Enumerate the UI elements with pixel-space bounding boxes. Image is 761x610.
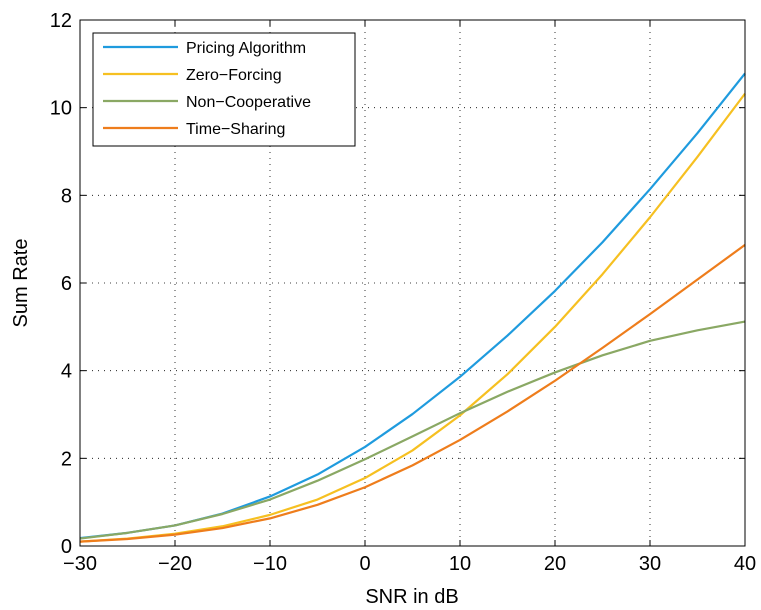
- x-tick-label: −20: [158, 553, 192, 575]
- series-line-zero-forcing: [79, 92, 746, 543]
- y-tick-label: 12: [50, 10, 72, 32]
- legend-label-time-sharing: Time−Sharing: [186, 121, 285, 138]
- series-line-time-sharing: [79, 243, 746, 543]
- y-tick-label: 6: [61, 273, 72, 295]
- legend-label-pricing-algorithm: Pricing Algorithm: [186, 40, 306, 57]
- x-tick-label: −30: [63, 553, 97, 575]
- x-tick-label: 40: [734, 553, 756, 575]
- x-tick-label: 10: [449, 553, 471, 575]
- tick-labels: −30 −20 −10 0 10 20 30 40 0 2 4 6 8 10 12: [50, 10, 756, 575]
- y-tick-label: 8: [61, 185, 72, 207]
- x-tick-label: 0: [359, 553, 370, 575]
- y-tick-label: 2: [61, 448, 72, 470]
- series-line-non-cooperative: [79, 320, 746, 540]
- y-tick-label: 0: [61, 536, 72, 558]
- series-layer: [79, 72, 746, 543]
- x-tick-label: 30: [639, 553, 661, 575]
- x-tick-label: 20: [544, 553, 566, 575]
- x-tick-label: −10: [253, 553, 287, 575]
- ticks: [79, 19, 746, 547]
- y-axis-title: Sum Rate: [10, 239, 32, 328]
- legend: Pricing Algorithm Zero−Forcing Non−Coope…: [92, 32, 356, 147]
- y-tick-label: 4: [61, 361, 72, 383]
- x-axis-title: SNR in dB: [365, 586, 458, 608]
- legend-label-non-cooperative: Non−Cooperative: [186, 94, 311, 111]
- legend-label-zero-forcing: Zero−Forcing: [186, 67, 282, 84]
- y-tick-label: 10: [50, 98, 72, 120]
